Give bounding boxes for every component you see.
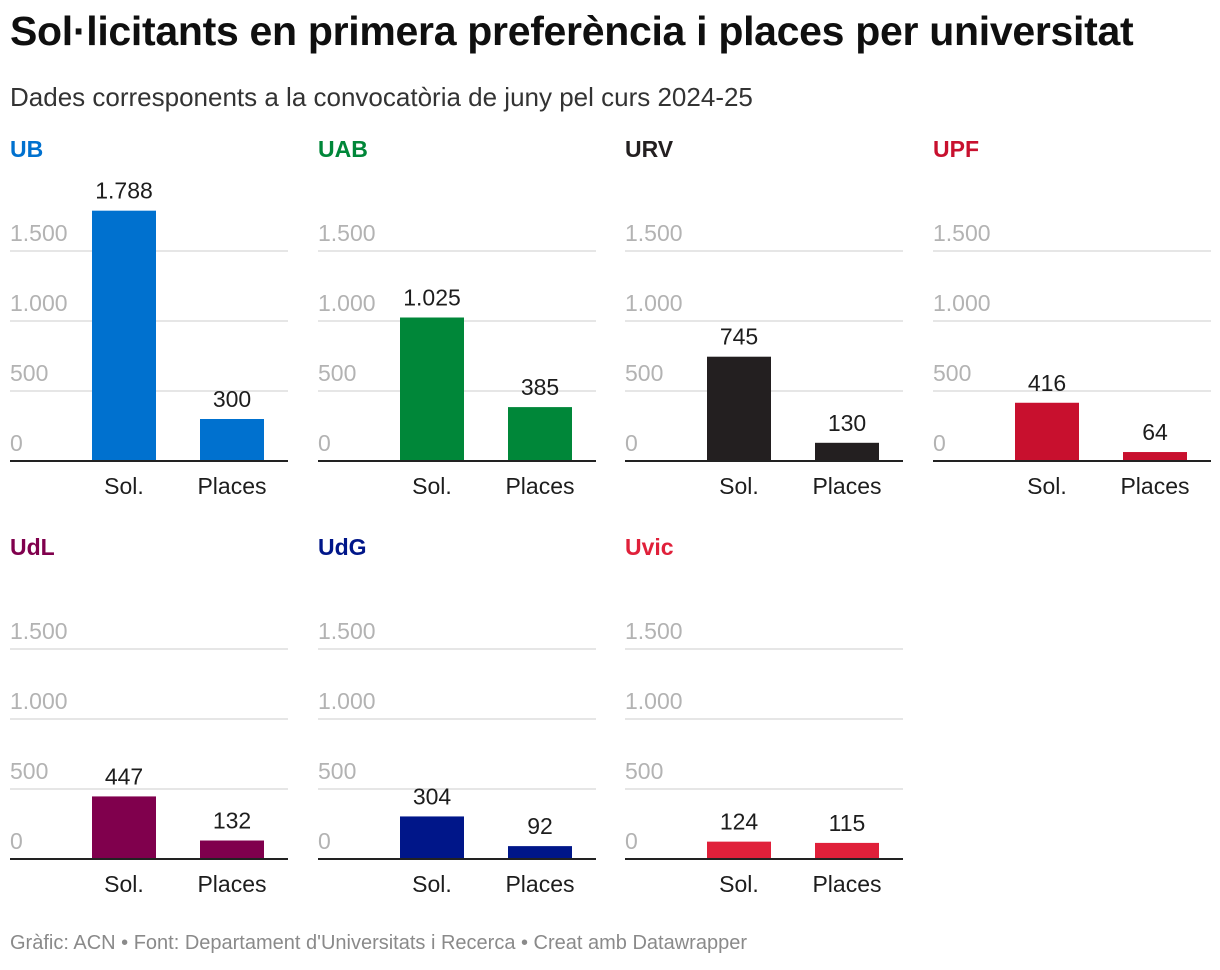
data-label: 132 <box>213 808 251 834</box>
x-tick-label: Sol. <box>719 871 759 897</box>
y-tick-label: 1.000 <box>10 290 68 316</box>
y-tick-label: 1.000 <box>318 290 376 316</box>
y-tick-label: 1.500 <box>318 220 376 246</box>
bar-chart-uab: 0 500 1.000 1.500 1.025 Sol. 385 Places <box>318 220 596 499</box>
bar-chart-upf: 0 500 1.000 1.500 416 Sol. 64 Places <box>933 220 1211 499</box>
bar-places <box>815 442 879 461</box>
chart-footer: Gràfic: ACN • Font: Departament d'Univer… <box>10 932 747 954</box>
data-label: 300 <box>213 386 251 412</box>
y-tick-label: 1.500 <box>10 220 68 246</box>
data-label: 304 <box>413 783 452 809</box>
y-tick-label: 1.000 <box>10 688 68 714</box>
y-tick-label: 500 <box>625 360 663 386</box>
data-label: 130 <box>828 410 866 436</box>
y-tick-label: 1.500 <box>933 220 991 246</box>
bar-chart-udl: 0 500 1.000 1.500 447 Sol. 132 Places <box>10 618 288 897</box>
y-tick-label: 1.500 <box>10 618 68 644</box>
bar-sol <box>92 210 156 461</box>
y-tick-label: 1.000 <box>625 688 683 714</box>
x-tick-label: Places <box>505 871 574 897</box>
x-tick-label: Places <box>812 871 881 897</box>
y-tick-label: 0 <box>318 828 331 854</box>
panel-uab: UAB 0 500 1.000 1.500 1.025 Sol. 385 Places <box>318 136 608 508</box>
data-label: 385 <box>521 374 559 400</box>
bar-places <box>508 407 572 461</box>
chart-subtitle: Dades corresponents a la convocatòria de… <box>10 82 753 112</box>
panel-title: UAB <box>318 136 368 162</box>
panel-title: URV <box>625 136 674 162</box>
panel-ub: UB 0 500 1.000 1.500 1.788 Sol. 300 Places <box>10 136 300 508</box>
y-tick-label: 500 <box>10 360 48 386</box>
x-tick-label: Places <box>197 473 266 499</box>
data-label: 115 <box>829 810 866 836</box>
y-tick-label: 1.000 <box>625 290 683 316</box>
x-tick-label: Places <box>1120 473 1189 499</box>
panel-title: UdL <box>10 534 55 560</box>
y-tick-label: 1.000 <box>318 688 376 714</box>
y-tick-label: 500 <box>318 360 356 386</box>
x-tick-label: Sol. <box>104 871 144 897</box>
x-tick-label: Sol. <box>104 473 144 499</box>
y-tick-label: 0 <box>10 430 23 456</box>
y-tick-label: 1.500 <box>625 618 683 644</box>
bar-places <box>508 846 572 859</box>
bar-places <box>200 419 264 461</box>
y-tick-label: 500 <box>318 758 356 784</box>
panel-title: Uvic <box>625 534 674 560</box>
y-tick-label: 0 <box>625 828 638 854</box>
panel-urv: URV 0 500 1.000 1.500 745 Sol. 130 Places <box>625 136 915 508</box>
data-label: 745 <box>720 324 758 350</box>
data-label: 64 <box>1142 419 1168 445</box>
x-tick-label: Places <box>197 871 266 897</box>
x-tick-label: Sol. <box>1027 473 1067 499</box>
panel-title: UPF <box>933 136 979 162</box>
y-tick-label: 1.000 <box>933 290 991 316</box>
panel-upf: UPF 0 500 1.000 1.500 416 Sol. 64 Places <box>933 136 1220 508</box>
panel-title: UB <box>10 136 44 162</box>
y-tick-label: 500 <box>10 758 48 784</box>
bar-chart-ub: 0 500 1.000 1.500 1.788 Sol. 300 Places <box>10 178 288 499</box>
bar-places <box>815 842 879 859</box>
y-tick-label: 500 <box>625 758 663 784</box>
y-tick-label: 0 <box>625 430 638 456</box>
y-tick-label: 1.500 <box>318 618 376 644</box>
y-tick-label: 500 <box>933 360 971 386</box>
bar-chart-uvic: 0 500 1.000 1.500 124 Sol. 115 Places <box>625 618 903 897</box>
bar-sol <box>400 317 464 461</box>
data-label: 447 <box>105 763 143 789</box>
bar-sol <box>400 816 464 859</box>
bar-sol <box>707 356 771 461</box>
panel-title: UdG <box>318 534 367 560</box>
y-tick-label: 0 <box>318 430 331 456</box>
x-tick-label: Places <box>505 473 574 499</box>
bar-sol <box>707 841 771 859</box>
bar-sol <box>1015 402 1079 461</box>
data-label: 1.788 <box>95 178 153 204</box>
data-label: 124 <box>720 809 759 835</box>
bar-chart-udg: 0 500 1.000 1.500 304 Sol. 92 Places <box>318 618 596 897</box>
y-tick-label: 1.500 <box>625 220 683 246</box>
bar-places <box>200 840 264 859</box>
panel-udg: UdG 0 500 1.000 1.500 304 Sol. 92 Places <box>318 534 608 906</box>
data-label: 416 <box>1028 370 1066 396</box>
bar-chart-urv: 0 500 1.000 1.500 745 Sol. 130 Places <box>625 220 903 499</box>
data-label: 92 <box>527 813 553 839</box>
panel-udl: UdL 0 500 1.000 1.500 447 Sol. 132 Places <box>10 534 300 906</box>
x-tick-label: Sol. <box>719 473 759 499</box>
panel-uvic: Uvic 0 500 1.000 1.500 124 Sol. 115 Places <box>625 534 915 906</box>
chart-title: Sol·licitants en primera preferència i p… <box>10 8 1134 54</box>
x-tick-label: Sol. <box>412 871 452 897</box>
x-tick-label: Sol. <box>412 473 452 499</box>
data-label: 1.025 <box>403 285 461 311</box>
bar-sol <box>92 796 156 859</box>
y-tick-label: 0 <box>933 430 946 456</box>
y-tick-label: 0 <box>10 828 23 854</box>
x-tick-label: Places <box>812 473 881 499</box>
bar-places <box>1123 452 1187 461</box>
